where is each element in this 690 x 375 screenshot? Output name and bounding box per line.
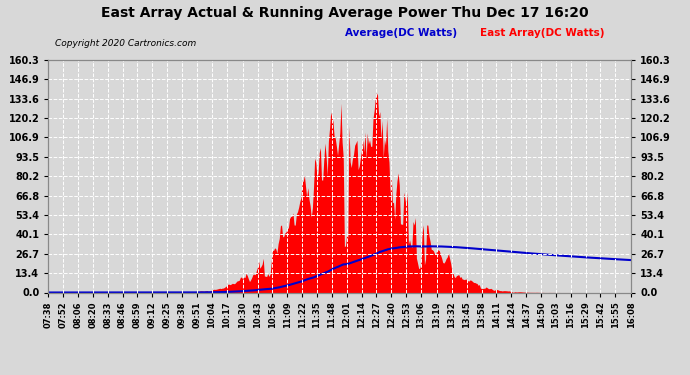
Text: East Array Actual & Running Average Power Thu Dec 17 16:20: East Array Actual & Running Average Powe… bbox=[101, 6, 589, 20]
Text: Average(DC Watts): Average(DC Watts) bbox=[345, 28, 457, 38]
Text: Copyright 2020 Cartronics.com: Copyright 2020 Cartronics.com bbox=[55, 39, 197, 48]
Text: East Array(DC Watts): East Array(DC Watts) bbox=[480, 28, 604, 38]
